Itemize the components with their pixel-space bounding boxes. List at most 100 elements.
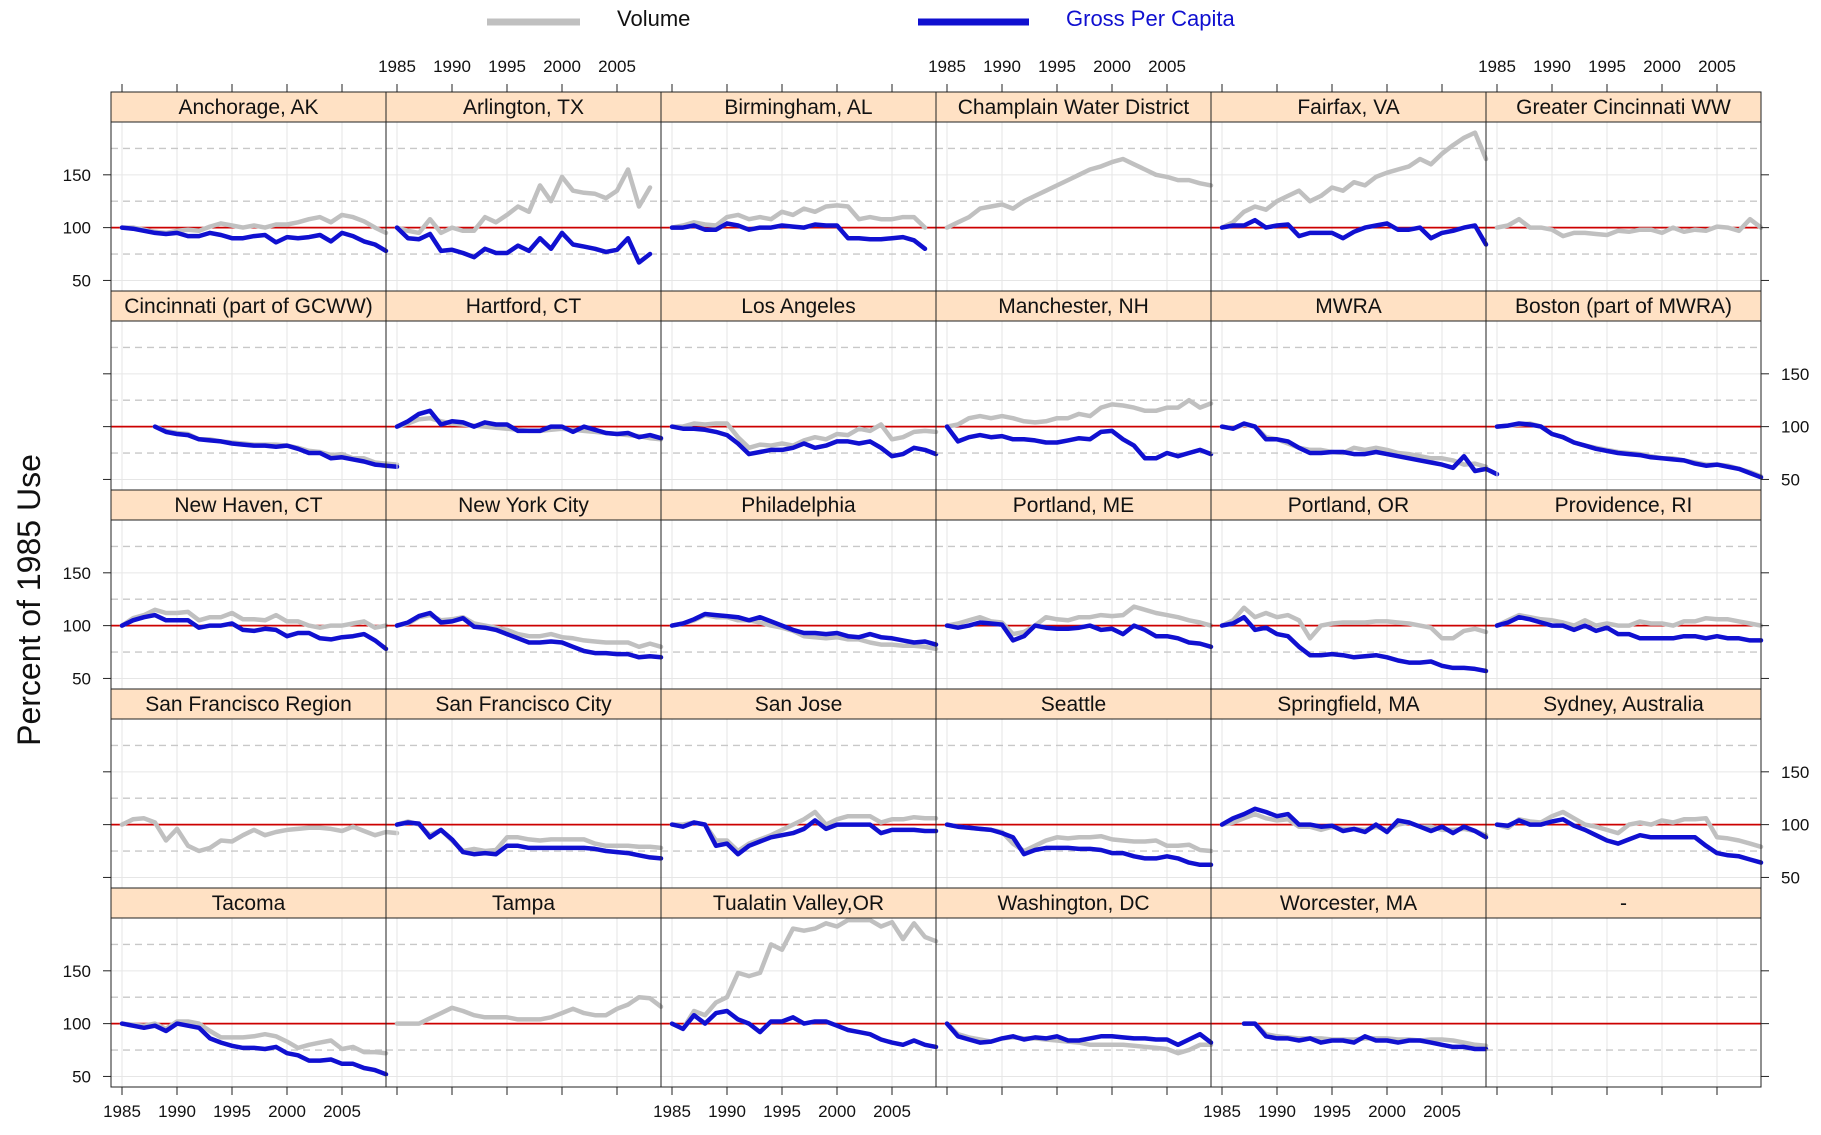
series-line-per-capita bbox=[397, 228, 650, 263]
panel-title: Springfield, MA bbox=[1277, 693, 1419, 716]
panel-border bbox=[1211, 719, 1486, 888]
x-tick-label: 1990 bbox=[1533, 57, 1571, 76]
panel: - bbox=[1486, 888, 1761, 1087]
y-tick-label: 50 bbox=[1781, 868, 1800, 887]
panel-title: Tacoma bbox=[212, 892, 286, 915]
y-tick-label: 50 bbox=[1781, 470, 1800, 489]
panel-border bbox=[111, 719, 386, 888]
panel-border bbox=[386, 122, 661, 291]
series-line-per-capita bbox=[1497, 424, 1761, 478]
series-line-volume bbox=[947, 159, 1211, 228]
panel-border bbox=[936, 918, 1211, 1087]
panel: New York City bbox=[386, 490, 661, 689]
panel-border bbox=[661, 719, 936, 888]
legend-label-per-capita: Gross Per Capita bbox=[1066, 6, 1235, 31]
panel: Arlington, TX bbox=[386, 92, 661, 291]
panel-title: San Francisco City bbox=[435, 693, 612, 716]
x-tick-label: 1985 bbox=[378, 57, 416, 76]
x-tick-label: 2005 bbox=[1423, 1102, 1461, 1121]
x-tick-label: 2000 bbox=[1368, 1102, 1406, 1121]
panel-border bbox=[386, 719, 661, 888]
x-tick-label: 1985 bbox=[1203, 1102, 1241, 1121]
series-line-volume bbox=[1222, 133, 1486, 228]
x-tick-label: 1990 bbox=[433, 57, 471, 76]
panel-title: San Jose bbox=[755, 693, 843, 716]
panel-title: New Haven, CT bbox=[174, 494, 322, 517]
series-line-per-capita bbox=[1244, 1024, 1486, 1049]
panel: Portland, OR bbox=[1211, 490, 1486, 689]
x-tick-label: 2005 bbox=[323, 1102, 361, 1121]
x-tick-label: 1990 bbox=[983, 57, 1021, 76]
y-tick-label: 100 bbox=[1781, 816, 1809, 835]
panel-title: Philadelphia bbox=[741, 494, 856, 517]
panel: Fairfax, VA bbox=[1211, 92, 1486, 291]
panel: San Jose bbox=[661, 689, 936, 888]
panel-title: Champlain Water District bbox=[958, 96, 1190, 119]
x-tick-label: 1995 bbox=[1313, 1102, 1351, 1121]
y-tick-label: 100 bbox=[63, 1015, 91, 1034]
panel-title: - bbox=[1620, 892, 1627, 915]
panel-title: San Francisco Region bbox=[145, 693, 352, 716]
panel-title: Anchorage, AK bbox=[178, 96, 318, 119]
y-tick-label: 150 bbox=[63, 962, 91, 981]
series-line-volume bbox=[947, 400, 1211, 426]
panel: MWRA bbox=[1211, 291, 1497, 490]
panel: Tualatin Valley,OR bbox=[661, 888, 936, 1087]
y-tick-label: 50 bbox=[72, 271, 91, 290]
panel-title: Portland, OR bbox=[1288, 494, 1409, 517]
panel-border bbox=[1486, 122, 1761, 291]
panel-border bbox=[1211, 918, 1486, 1087]
panel-title: Fairfax, VA bbox=[1297, 96, 1399, 119]
panel: San Francisco Region bbox=[111, 689, 397, 888]
x-tick-label: 2005 bbox=[1698, 57, 1736, 76]
panel-title: Tualatin Valley,OR bbox=[713, 892, 884, 915]
series-line-per-capita bbox=[672, 427, 936, 457]
panel: Los Angeles bbox=[661, 291, 936, 490]
panel-title: Greater Cincinnati WW bbox=[1516, 96, 1731, 119]
panel-title: Portland, ME bbox=[1013, 494, 1134, 517]
x-tick-label: 1985 bbox=[1478, 57, 1516, 76]
panels-grid: Anchorage, AK Arlington, TX Birmingham, AL… bbox=[63, 57, 1810, 1121]
y-axis-label: Percent of 1985 Use bbox=[11, 454, 47, 746]
panel-border bbox=[936, 520, 1211, 689]
panel-border bbox=[1486, 719, 1761, 888]
series-line-volume bbox=[397, 997, 661, 1023]
panel: Hartford, CT bbox=[386, 291, 661, 490]
series-line-volume bbox=[672, 205, 925, 227]
panel-border bbox=[1486, 918, 1761, 1087]
panel: Worcester, MA bbox=[1211, 888, 1486, 1087]
panel-border bbox=[661, 918, 936, 1087]
panel-title: Washington, DC bbox=[997, 892, 1149, 915]
y-tick-label: 150 bbox=[1781, 763, 1809, 782]
x-tick-label: 1990 bbox=[158, 1102, 196, 1121]
panel: Philadelphia bbox=[661, 490, 936, 689]
panel-border bbox=[661, 520, 936, 689]
panel-title: Hartford, CT bbox=[466, 295, 582, 318]
series-line-per-capita bbox=[397, 411, 661, 438]
series-line-volume bbox=[1222, 608, 1486, 639]
y-tick-label: 50 bbox=[72, 669, 91, 688]
panel-title: Birmingham, AL bbox=[724, 96, 872, 119]
panel: Anchorage, AK bbox=[111, 92, 386, 291]
panel-border bbox=[386, 321, 661, 490]
panel: New Haven, CT bbox=[111, 490, 386, 689]
panel: Greater Cincinnati WW bbox=[1486, 92, 1761, 291]
panel-border bbox=[386, 918, 661, 1087]
panel-title: Arlington, TX bbox=[463, 96, 584, 119]
y-tick-label: 150 bbox=[63, 564, 91, 583]
x-tick-label: 2000 bbox=[1643, 57, 1681, 76]
panel: Providence, RI bbox=[1486, 490, 1761, 689]
x-tick-label: 1990 bbox=[708, 1102, 746, 1121]
panel-title: Seattle bbox=[1041, 693, 1106, 716]
panel: Manchester, NH bbox=[936, 291, 1211, 490]
x-tick-label: 2000 bbox=[818, 1102, 856, 1121]
panel: Springfield, MA bbox=[1211, 689, 1486, 888]
series-line-volume bbox=[122, 215, 386, 233]
panel-title: Sydney, Australia bbox=[1543, 693, 1704, 716]
panel-title: Manchester, NH bbox=[998, 295, 1149, 318]
panel: Champlain Water District bbox=[936, 92, 1211, 291]
panel-border bbox=[1211, 520, 1486, 689]
series-line-volume bbox=[122, 818, 397, 851]
panel-title: Los Angeles bbox=[741, 295, 855, 318]
